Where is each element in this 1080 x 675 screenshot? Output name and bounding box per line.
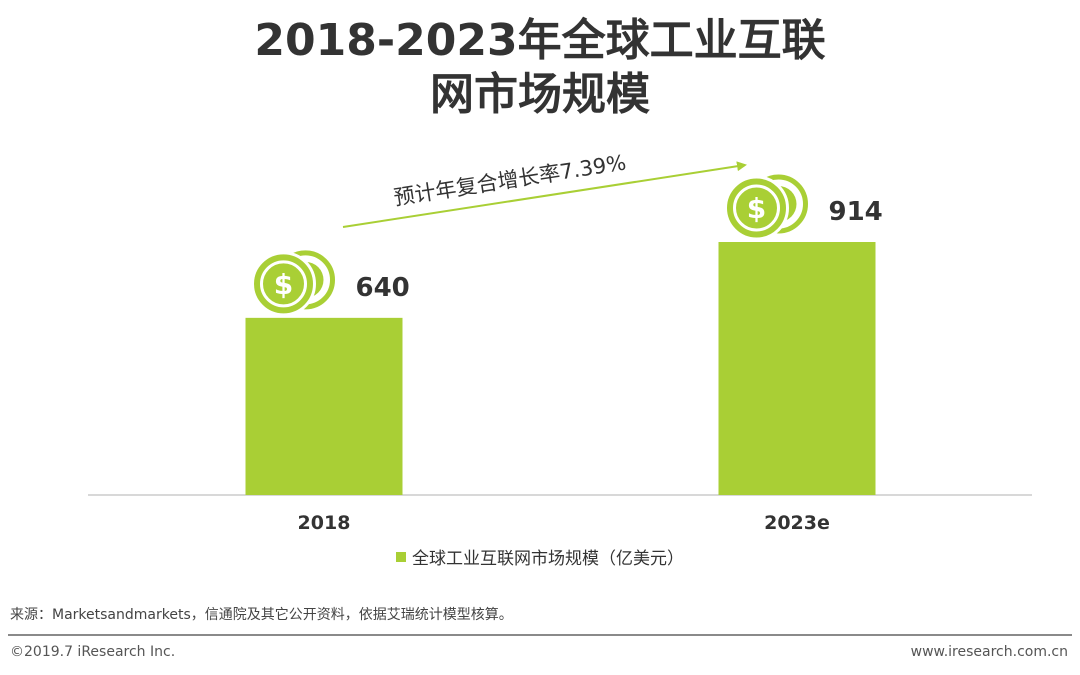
svg-text:$: $	[747, 192, 766, 225]
legend: 全球工业互联网市场规模（亿美元）	[0, 544, 1080, 569]
x-tick-label-2023e: 2023e	[764, 512, 830, 534]
source-note: 来源：Marketsandmarkets，信通院及其它公开资料，依据艾瑞统计模型…	[10, 607, 513, 623]
chart-title: 2018-2023年全球工业互联 网市场规模	[0, 14, 1080, 122]
dollar-coins-icon: $	[724, 174, 808, 241]
copyright: ©2019.7 iResearch Inc.	[10, 644, 176, 660]
website-link[interactable]: www.iresearch.com.cn	[910, 644, 1068, 660]
svg-text:$: $	[274, 268, 293, 301]
x-tick-label-2018: 2018	[298, 512, 351, 534]
bar-2018	[245, 317, 403, 495]
legend-swatch	[396, 551, 406, 562]
dollar-coins-icon: $	[251, 250, 335, 317]
legend-label: 全球工业互联网市场规模（亿美元）	[412, 549, 684, 569]
chart-title-line-2: 网市场规模	[430, 69, 650, 120]
data-label-2023e: 914	[829, 197, 883, 227]
chart-title-line-1: 2018-2023年全球工业互联	[254, 15, 826, 66]
footer-divider	[8, 634, 1072, 636]
bar-2023e	[718, 242, 876, 495]
growth-arrow	[342, 161, 747, 228]
data-label-2018: 640	[356, 273, 410, 303]
